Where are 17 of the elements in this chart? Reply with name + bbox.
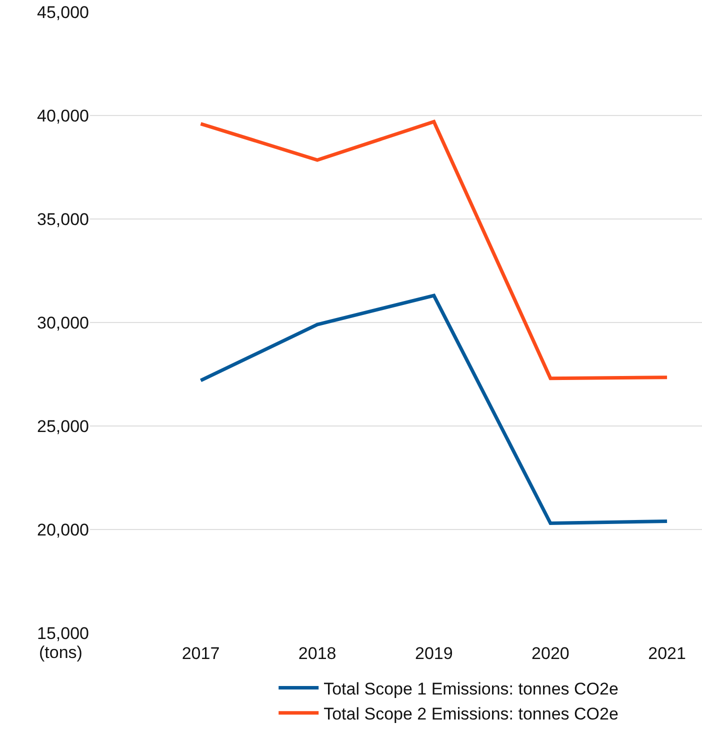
y-tick-label: 45,000 xyxy=(37,2,89,22)
line-series xyxy=(198,294,669,526)
y-axis-title: (tons) xyxy=(39,643,82,662)
legend-label: Total Scope 1 Emissions: tonnes CO2e xyxy=(324,679,618,698)
y-tick-label: 20,000 xyxy=(37,520,89,540)
x-tick-label: 2018 xyxy=(298,644,336,663)
legend-label: Total Scope 2 Emissions: tonnes CO2e xyxy=(324,704,618,724)
y-tick-label: 40,000 xyxy=(37,106,89,126)
y-tick-label: 30,000 xyxy=(37,313,89,332)
x-tick-label: 2020 xyxy=(532,644,570,663)
y-tick-label: 35,000 xyxy=(37,210,89,229)
x-tick-label: 2017 xyxy=(182,644,220,663)
x-tick-label: 2019 xyxy=(414,644,453,663)
x-tick-label: 2021 xyxy=(648,644,686,663)
line-series xyxy=(198,120,669,380)
y-tick-label: 25,000 xyxy=(37,416,89,436)
y-tick-label: 15,000 xyxy=(37,624,89,643)
